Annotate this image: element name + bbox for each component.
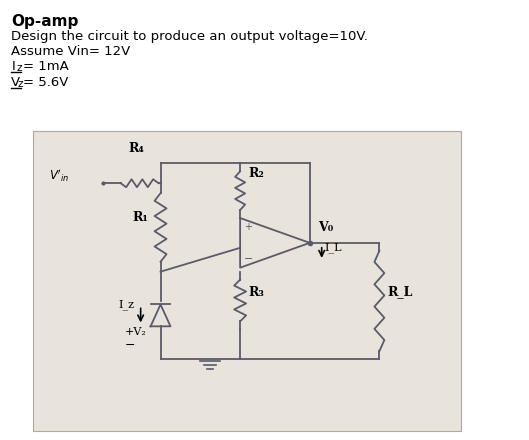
Text: V: V — [11, 76, 21, 89]
Text: +V₂: +V₂ — [125, 327, 147, 337]
Text: I_L: I_L — [325, 242, 342, 253]
Text: z: z — [17, 79, 23, 89]
Text: = 1mA: = 1mA — [23, 60, 69, 73]
Text: R₃: R₃ — [248, 286, 264, 298]
Text: $V'_{in}$: $V'_{in}$ — [49, 167, 70, 183]
Text: −: − — [244, 254, 253, 264]
Text: V₀: V₀ — [318, 221, 333, 234]
Text: Design the circuit to produce an output voltage=10V.: Design the circuit to produce an output … — [11, 30, 368, 43]
Text: z: z — [16, 63, 22, 73]
Text: Op-amp: Op-amp — [11, 15, 79, 29]
Text: R_L: R_L — [387, 285, 413, 298]
Text: Assume Vin= 12V: Assume Vin= 12V — [11, 45, 131, 58]
Text: +: + — [244, 222, 252, 232]
Text: R₂: R₂ — [248, 167, 264, 180]
Text: I: I — [11, 60, 15, 73]
Text: = 5.6V: = 5.6V — [23, 76, 69, 89]
FancyBboxPatch shape — [33, 131, 461, 431]
Text: R₄: R₄ — [129, 143, 144, 155]
Text: −: − — [125, 339, 135, 352]
Text: R₁: R₁ — [133, 212, 149, 224]
Text: I_z: I_z — [119, 300, 135, 310]
